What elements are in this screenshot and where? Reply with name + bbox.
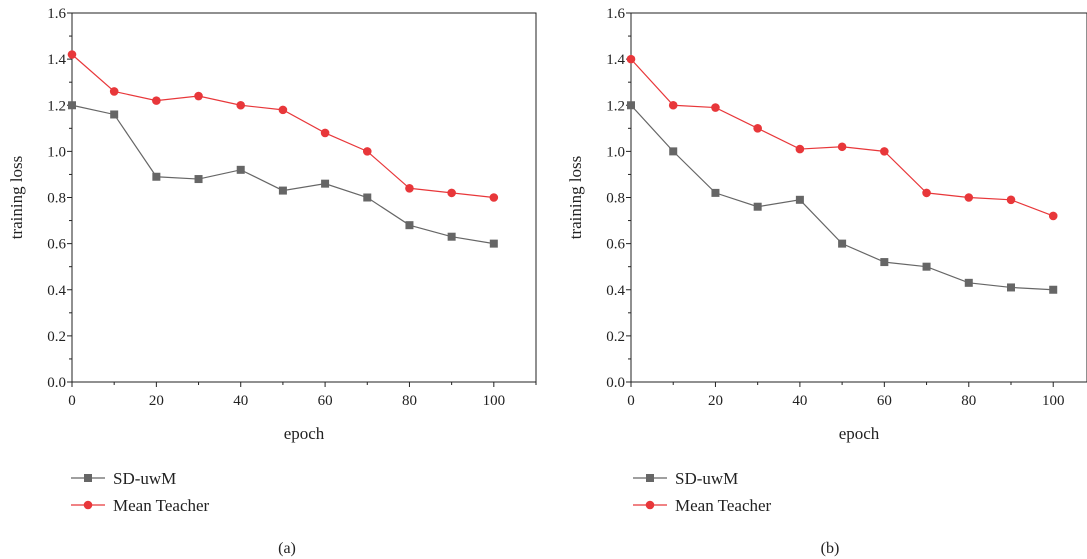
y-tick-label: 1.4 <box>606 52 625 68</box>
legend-label: SD-uwM <box>113 469 176 488</box>
data-point-circle <box>489 193 499 202</box>
data-point-circle <box>405 183 414 193</box>
x-tick-label: 60 <box>318 393 333 409</box>
series-line-mean-teacher <box>630 58 1054 217</box>
data-point-square <box>627 101 635 110</box>
data-point-square <box>236 165 245 174</box>
data-point-square <box>964 278 973 287</box>
data-point-circle <box>837 142 847 152</box>
chart-b: 0.0 0.2 0.4 0.6 0.8 1.0 1.2 1.4 1.6 0 20 40 60 80 100 e… <box>557 0 1087 559</box>
chart-a: 0.0 0.2 0.4 0.6 0.8 1.0 1.2 1.4 1.6 0 20 40 60 80 100 e… <box>0 0 540 559</box>
data-point-circle <box>964 193 974 202</box>
data-point-square <box>753 202 762 211</box>
data-point-square <box>363 193 372 202</box>
figure-caption: (b) <box>821 540 840 557</box>
data-point-circle <box>236 100 246 110</box>
series-line-mean-teacher <box>71 54 494 199</box>
data-point-circle <box>922 188 931 198</box>
data-point-square <box>194 175 203 184</box>
y-tick-label: 1.2 <box>606 98 625 114</box>
data-point-square <box>880 258 889 267</box>
data-point-square <box>152 172 161 181</box>
data-point-square <box>1049 285 1058 294</box>
chart-b-svg: 0.0 0.2 0.4 0.6 0.8 1.0 1.2 1.4 1.6 0 20 40 60 80 100 e… <box>566 6 1087 557</box>
data-point-square <box>110 110 119 119</box>
x-tick-label: 20 <box>708 393 723 409</box>
data-point-circle <box>320 128 330 138</box>
y-tick-label: 1.0 <box>606 144 625 160</box>
x-tick-label: 80 <box>961 393 976 409</box>
y-tick-label: 0.2 <box>606 329 625 345</box>
plot-frame <box>630 12 1087 383</box>
legend-label: Mean Teacher <box>113 496 210 515</box>
legend-marker-square <box>646 474 654 482</box>
y-tick-label: 0.0 <box>47 375 66 391</box>
data-point-circle <box>447 188 456 198</box>
x-tick-label: 0 <box>627 393 635 409</box>
data-point-circle <box>1048 211 1058 221</box>
y-tick-label: 0.8 <box>606 191 625 207</box>
y-tick-label: 1.2 <box>47 98 66 114</box>
y-tick-label: 0.4 <box>47 283 66 299</box>
data-point-circle <box>795 144 805 154</box>
data-point-square <box>669 147 678 156</box>
legend-marker-circle <box>645 500 655 510</box>
data-point-square <box>795 195 804 204</box>
x-axis-label: epoch <box>284 424 325 443</box>
data-point-square <box>711 188 720 197</box>
data-point-circle <box>1006 195 1016 205</box>
y-tick-label: 0.4 <box>606 283 625 299</box>
legend-marker-circle <box>83 500 93 510</box>
x-tick-label: 20 <box>149 393 164 409</box>
y-tick-label: 0.8 <box>47 191 66 207</box>
data-point-square <box>68 101 76 110</box>
x-tick-label: 40 <box>233 393 248 409</box>
y-tick-label: 0.2 <box>47 329 66 345</box>
series-line-sd-uwm <box>71 104 494 245</box>
data-point-circle <box>753 124 762 133</box>
y-axis-label: training loss <box>7 156 26 240</box>
x-axis-label: epoch <box>839 424 880 443</box>
x-tick-label: 100 <box>483 393 506 409</box>
y-axis-label: training loss <box>566 156 585 240</box>
y-tick-label: 0.0 <box>606 375 625 391</box>
x-tick-label: 100 <box>1042 393 1065 409</box>
data-point-circle <box>362 147 372 156</box>
y-tick-label: 0.6 <box>47 237 66 253</box>
data-point-square <box>838 239 847 248</box>
data-point-circle <box>278 105 288 115</box>
data-point-circle <box>880 147 889 156</box>
x-tick-label: 40 <box>792 393 807 409</box>
data-point-circle <box>194 91 203 101</box>
y-tick-label: 1.6 <box>47 6 66 22</box>
series-line-sd-uwm <box>630 104 1054 291</box>
data-point-square <box>489 239 498 248</box>
data-point-square <box>447 232 456 241</box>
data-point-circle <box>109 87 119 96</box>
figure-caption: (a) <box>278 540 296 557</box>
data-point-circle <box>626 54 636 64</box>
legend-label: SD-uwM <box>675 469 738 488</box>
legend-label: Mean Teacher <box>675 496 772 515</box>
data-point-square <box>1007 283 1015 292</box>
data-point-square <box>405 221 414 230</box>
x-tick-label: 80 <box>402 393 417 409</box>
y-tick-label: 1.6 <box>606 6 625 22</box>
data-point-square <box>278 186 287 195</box>
chart-a-svg: 0.0 0.2 0.4 0.6 0.8 1.0 1.2 1.4 1.6 0 20 40 60 80 100 e… <box>7 6 537 557</box>
data-point-square <box>321 179 330 188</box>
plot-frame <box>71 12 537 383</box>
data-point-circle <box>668 100 678 110</box>
data-point-circle <box>67 50 77 59</box>
data-point-circle <box>711 103 720 112</box>
data-point-square <box>922 262 931 271</box>
x-tick-label: 0 <box>68 393 76 409</box>
data-point-circle <box>152 96 161 105</box>
y-tick-label: 0.6 <box>606 237 625 253</box>
y-tick-label: 1.0 <box>47 144 66 160</box>
x-tick-label: 60 <box>877 393 892 409</box>
legend-marker-square <box>84 474 92 482</box>
y-tick-label: 1.4 <box>47 52 66 68</box>
